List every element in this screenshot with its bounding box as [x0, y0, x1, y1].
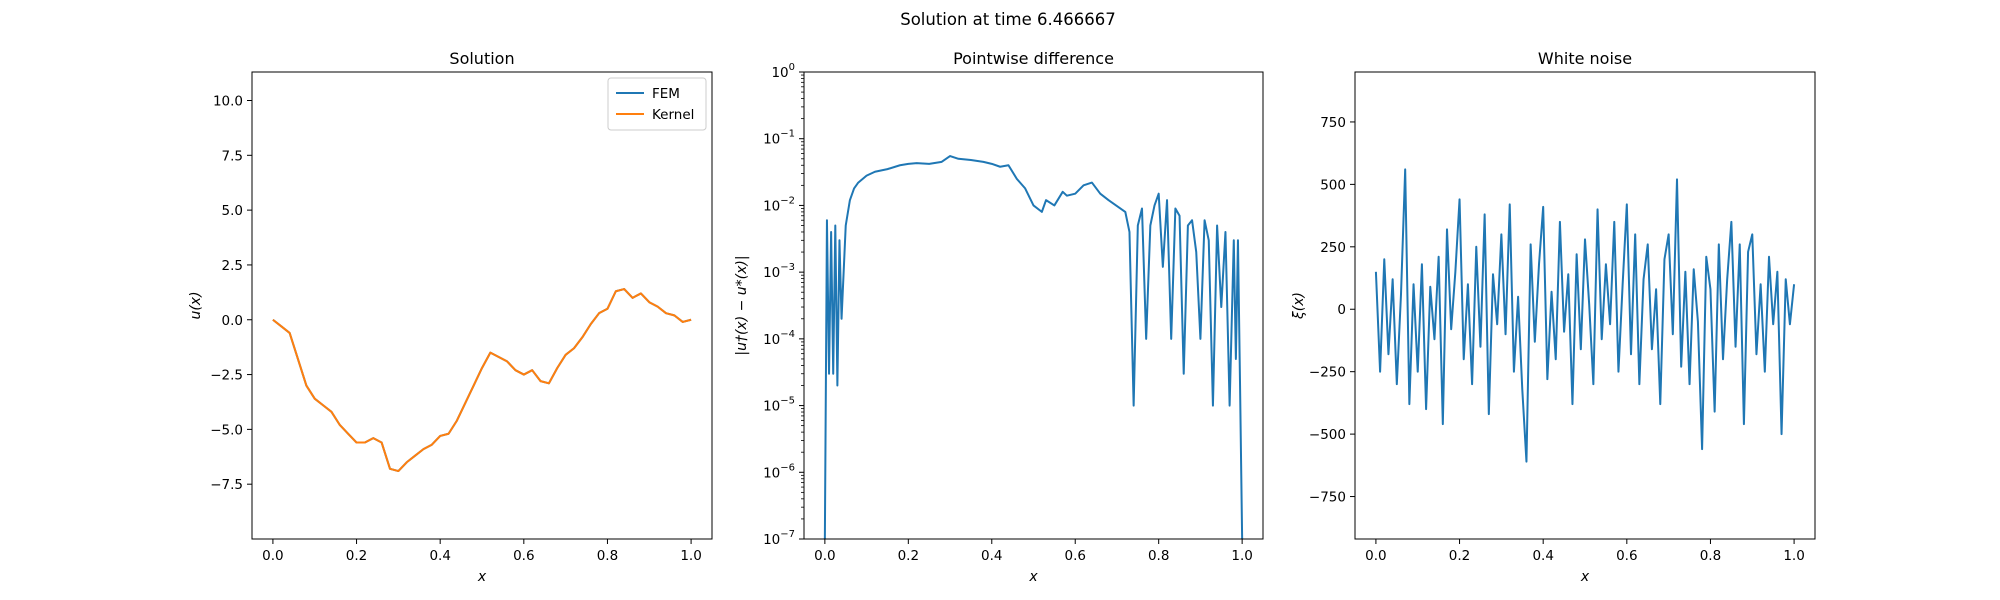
y-tick-label: −2.5 [210, 368, 243, 384]
figure-title: Solution at time 6.466667 [900, 10, 1116, 29]
panel-title: Pointwise difference [953, 49, 1114, 68]
x-tick-label: 0.6 [1616, 548, 1637, 564]
x-tick-label: 1.0 [1231, 548, 1252, 564]
y-tick-label: 10.0 [213, 94, 243, 110]
panel-title: Solution [449, 49, 514, 68]
plot-frame [251, 71, 713, 540]
y-tick-label: 2.5 [222, 258, 243, 274]
y-tick-label: −7.5 [210, 477, 243, 493]
y-axis-label: |u†(x) − u*(x)| [734, 255, 750, 355]
x-axis-label: x [1028, 569, 1038, 585]
x-tick-label: 0.4 [981, 548, 1002, 564]
x-tick-label: 0.0 [814, 548, 835, 564]
legend-label: FEM [652, 86, 680, 102]
x-tick-label: 0.8 [1700, 548, 1721, 564]
y-tick-label: 250 [1320, 240, 1346, 256]
legend-box [607, 77, 707, 131]
x-tick-label: 0.8 [597, 548, 618, 564]
x-tick-label: 1.0 [680, 548, 701, 564]
y-tick-label: 500 [1320, 177, 1346, 193]
y-tick-label: 750 [1320, 115, 1346, 131]
plot-frame [803, 71, 1264, 540]
y-tick-label: 0.0 [222, 313, 243, 329]
y-tick-label: 7.5 [222, 148, 243, 164]
x-tick-label: 0.2 [898, 548, 919, 564]
y-tick-label: −5.0 [210, 422, 243, 438]
series-line-kernel [272, 288, 692, 473]
y-axis-label: ξ(x) [1291, 292, 1307, 320]
x-tick-label: 1.0 [1783, 548, 1804, 564]
solution-panel: Solution 0.0 0.2 0.4 0.6 0.8 1.0 −7.5 −5.0 −2.5 0.… [188, 49, 713, 585]
legend-label: Kernel [652, 107, 694, 123]
y-tick-label: 5.0 [222, 203, 243, 219]
series-line-data [823, 155, 1244, 539]
x-tick-label: 0.4 [1532, 548, 1553, 564]
panel-title: White noise [1538, 49, 1632, 68]
y-tick-label: 0 [1337, 302, 1346, 318]
y-axis-label: u(x) [188, 291, 204, 319]
x-tick-label: 0.6 [513, 548, 534, 564]
x-tick-label: 0.2 [1449, 548, 1470, 564]
plot-frame [1354, 71, 1816, 540]
legend: FEM Kernel [607, 77, 707, 131]
x-tick-label: 0.6 [1064, 548, 1085, 564]
x-tick-label: 0.4 [429, 548, 450, 564]
x-tick-label: 0.8 [1148, 548, 1169, 564]
x-axis-label: x [1580, 569, 1590, 585]
x-tick-label: 0.2 [346, 548, 367, 564]
x-axis-label: x [477, 569, 487, 585]
white-noise-panel: White noise 0.0 0.2 0.4 0.6 0.8 1.0 −750 −500 −25… [1291, 49, 1816, 585]
series-line-data [1374, 168, 1796, 463]
x-tick-label: 0.0 [262, 548, 283, 564]
y-tick-label: −250 [1309, 365, 1346, 381]
x-tick-label: 0.0 [1365, 548, 1386, 564]
y-tick-label: −500 [1309, 427, 1346, 443]
y-tick-label: −750 [1309, 490, 1346, 506]
